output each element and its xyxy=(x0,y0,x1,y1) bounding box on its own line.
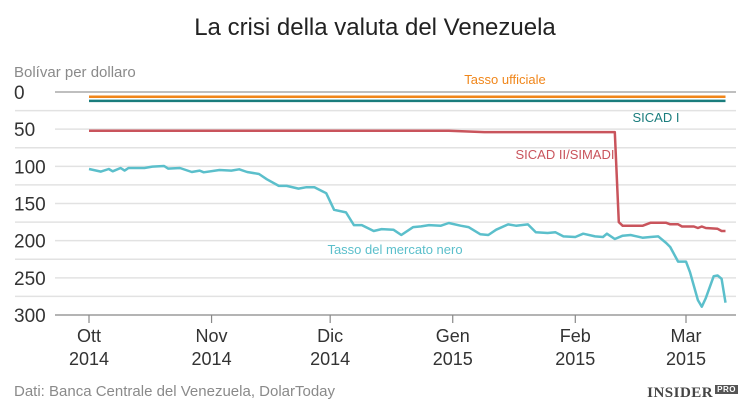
x-tick-year: 2015 xyxy=(433,349,473,369)
y-tick-label: 100 xyxy=(14,157,46,178)
series-line-tasso-del-mercato-nero xyxy=(88,164,727,308)
x-tick-year: 2014 xyxy=(69,349,109,369)
chart-title: La crisi della valuta del Venezuela xyxy=(194,14,556,41)
y-tick-label: 200 xyxy=(14,232,46,253)
series-label-tasso-del-mercato-nero: Tasso del mercato nero xyxy=(327,242,462,257)
x-tick-year: 2015 xyxy=(666,349,706,369)
series-label-tasso-ufficiale: Tasso ufficiale xyxy=(464,72,545,87)
logo-text: INSIDER xyxy=(647,385,714,401)
y-tick-label: 0 xyxy=(14,83,25,104)
x-tick-month: Dic xyxy=(317,326,343,346)
logo-badge: PRO xyxy=(715,385,738,394)
x-tick-month: Gen xyxy=(436,326,470,346)
series-label-sicad-ii-simadi: SICAD II/SIMADI xyxy=(516,147,615,162)
y-tick-label: 150 xyxy=(14,195,46,216)
y-axis-label: Bolívar per dollaro xyxy=(14,64,136,81)
series-label-sicad-i: SICAD I xyxy=(633,110,680,125)
series-line-sicad-ii-simadi xyxy=(89,129,726,233)
y-tick-label: 250 xyxy=(14,269,46,290)
y-tick-label: 50 xyxy=(14,120,35,141)
x-tick-month: Nov xyxy=(196,326,228,346)
source-note: Dati: Banca Centrale del Venezuela, Dola… xyxy=(14,383,336,400)
x-tick-month: Mar xyxy=(671,326,702,346)
x-tick-month: Feb xyxy=(560,326,591,346)
insider-pro-logo: INSIDER PRO xyxy=(647,385,738,402)
y-tick-label: 300 xyxy=(14,306,46,327)
x-tick-month: Ott xyxy=(77,326,101,346)
x-tick-year: 2015 xyxy=(555,349,595,369)
x-tick-year: 2014 xyxy=(192,349,232,369)
x-tick-year: 2014 xyxy=(310,349,350,369)
